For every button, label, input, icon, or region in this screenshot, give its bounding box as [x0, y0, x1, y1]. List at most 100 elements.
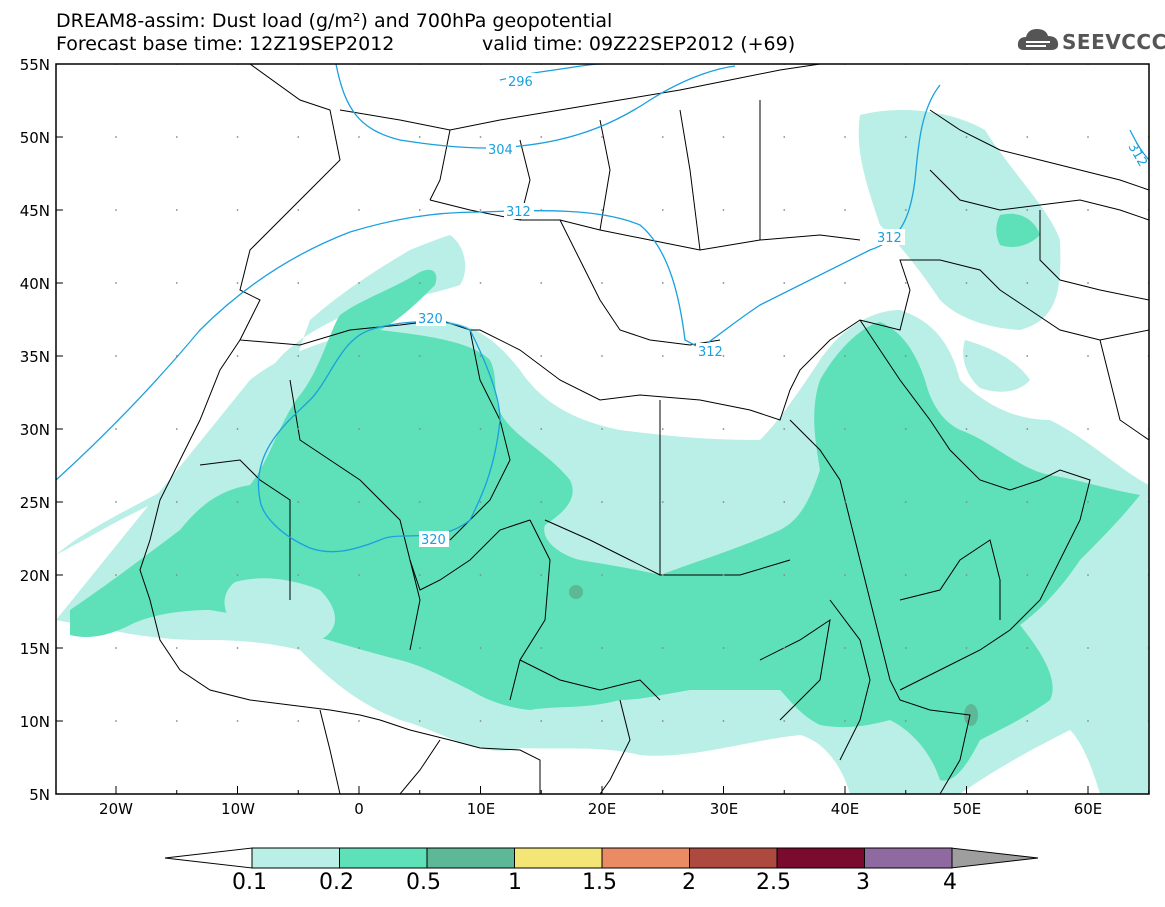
grid-dot [601, 647, 603, 649]
grid-dot [904, 355, 907, 357]
contour-label-312-c: 312 [698, 345, 723, 360]
lat-label-15n: 15N [20, 640, 50, 658]
lon-label-10e: 10E [467, 800, 496, 818]
grid-dot [904, 720, 907, 722]
colorbar-segment [426, 847, 515, 869]
colorbar-label-0.5: 0.5 [406, 870, 441, 895]
grid-dot [479, 574, 482, 576]
grid-dot [904, 647, 907, 649]
grid-dot [1026, 428, 1029, 430]
lon-label-20e: 20E [588, 800, 617, 818]
grid-dot [540, 501, 543, 503]
grid-dot [904, 574, 907, 576]
valid-time: valid time: 09Z22SEP2012 (+69) [482, 33, 796, 55]
lat-label-35n: 35N [20, 348, 50, 366]
grid-dot [783, 647, 786, 649]
grid-dot [479, 720, 482, 722]
grid-dot [358, 355, 360, 357]
grid-dot [418, 501, 421, 503]
grid-dot [479, 428, 482, 430]
grid-dot [722, 574, 725, 576]
grid-dot [297, 428, 300, 430]
grid-dot [844, 355, 846, 357]
grid-dot [358, 501, 360, 503]
grid-dot [175, 355, 178, 357]
lat-label-20n: 20N [20, 567, 50, 585]
grid-dot [236, 574, 239, 576]
colorbar-segment [514, 847, 603, 869]
grid-dot [1026, 209, 1029, 211]
grid-dot [1087, 428, 1089, 430]
grid-dot [358, 428, 360, 430]
grid-dot [965, 720, 968, 722]
grid-dot [297, 574, 300, 576]
grid-dot [358, 136, 360, 138]
grid-dot [844, 501, 846, 503]
grid-dot [661, 355, 664, 357]
grid-dot [297, 355, 300, 357]
grid-dot [175, 282, 178, 284]
grid-dot [479, 355, 482, 357]
grid-dot [479, 282, 482, 284]
grid-dot [297, 720, 300, 722]
grid-dot [965, 428, 968, 430]
contour-label-320-b: 320 [421, 533, 446, 548]
colorbar-left-arrow [164, 847, 253, 869]
grid-dot [418, 647, 421, 649]
lon-label-40e: 40E [831, 800, 860, 818]
grid-dot [540, 355, 543, 357]
grid-dot [904, 136, 907, 138]
contour-labels: 296 304 312 312 312 320 320 312 [416, 73, 1149, 548]
seevccc-logo: SEEVCCC [1016, 24, 1165, 58]
grid-dot [965, 209, 968, 211]
grid-dot [236, 647, 239, 649]
grid-dot [844, 428, 846, 430]
coastlines-and-borders [56, 64, 1149, 794]
grid-dot [722, 501, 725, 503]
lat-label-30n: 30N [20, 421, 50, 439]
grid-dot [1087, 209, 1089, 211]
grid-dot [965, 282, 968, 284]
grid-dot [1087, 282, 1089, 284]
grid-dot [236, 136, 239, 138]
grid-dot [601, 428, 603, 430]
grid-dot [540, 136, 543, 138]
grid-dot [115, 428, 117, 430]
grid-dot [236, 209, 239, 211]
grid-dot [175, 574, 178, 576]
grid-dot [965, 574, 968, 576]
cloud-icon [1017, 29, 1059, 50]
grid-dot [540, 720, 543, 722]
grid-dot [601, 355, 603, 357]
grid-dot [175, 647, 178, 649]
grid-dot [844, 209, 846, 211]
grid-dot [844, 574, 846, 576]
contour-label-296: 296 [508, 75, 533, 90]
grid-dot [175, 428, 178, 430]
grid-dot [601, 136, 603, 138]
grid-dot [1087, 136, 1089, 138]
grid-dot [175, 720, 178, 722]
colorbar-segment [251, 847, 340, 869]
colorbar-label-2: 2 [682, 870, 696, 895]
grid-dot [661, 136, 664, 138]
colorbar-segment [689, 847, 778, 869]
colorbar-label-1: 1 [508, 870, 522, 895]
grid-dot [1026, 501, 1029, 503]
grid-dot [115, 501, 117, 503]
grid-dot [479, 209, 482, 211]
lat-label-5n: 5N [29, 786, 50, 804]
grid-dot [844, 647, 846, 649]
forecast-base-time: Forecast base time: 12Z19SEP2012 [56, 33, 395, 55]
grid-dot [601, 720, 603, 722]
grid-dot [418, 720, 421, 722]
colorbar-label-0.2: 0.2 [319, 870, 354, 895]
grid-dot [661, 282, 664, 284]
lon-label-50e: 50E [953, 800, 982, 818]
axis-ticks [56, 63, 1150, 795]
grid-dot [418, 209, 421, 211]
colorbar-segment [776, 847, 865, 869]
grid-dot [904, 209, 907, 211]
colorbar-label-2.5: 2.5 [756, 870, 791, 895]
grid-dot [661, 574, 664, 576]
